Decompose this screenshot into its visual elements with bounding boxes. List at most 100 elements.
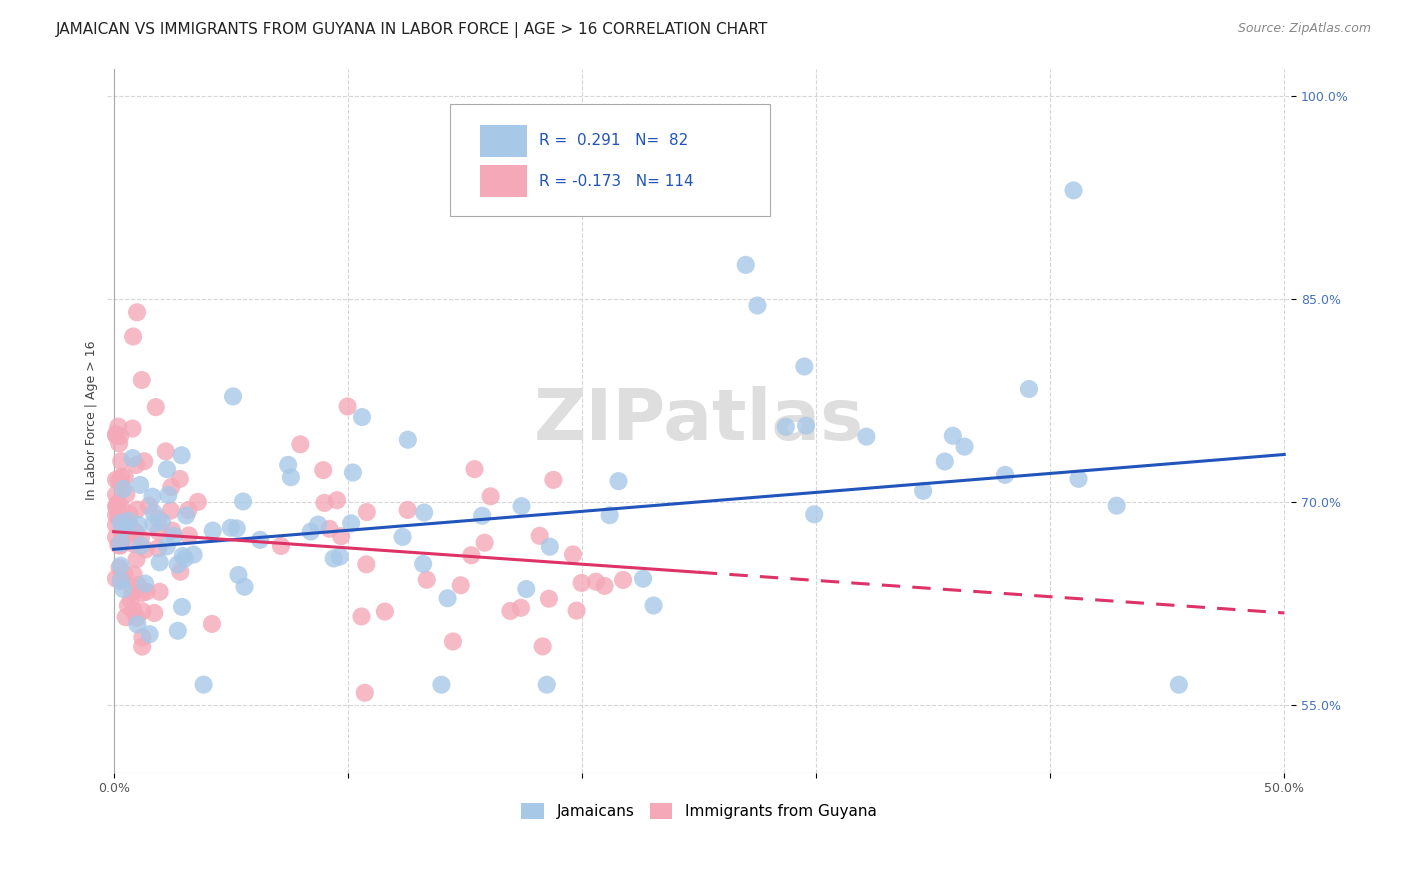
Point	[107, 496, 129, 510]
Point	[330, 529, 353, 543]
Text: R =  0.291   N=  82: R = 0.291 N= 82	[538, 133, 689, 148]
Point	[160, 480, 183, 494]
Point	[120, 593, 142, 607]
Point	[149, 584, 172, 599]
Point	[160, 524, 183, 538]
Point	[474, 535, 496, 549]
Point	[110, 558, 132, 573]
Point	[450, 578, 472, 592]
Point	[160, 503, 183, 517]
Point	[412, 557, 434, 571]
Point	[415, 573, 437, 587]
Point	[125, 611, 148, 625]
Point	[138, 627, 160, 641]
Point	[170, 599, 193, 614]
Point	[134, 454, 156, 468]
Point	[110, 516, 132, 530]
Point	[510, 499, 533, 513]
Point	[536, 678, 558, 692]
Point	[314, 496, 336, 510]
Point	[148, 524, 170, 539]
Point	[110, 539, 132, 553]
Point	[131, 586, 153, 600]
Point	[155, 444, 177, 458]
Point	[107, 473, 129, 487]
Point	[157, 488, 180, 502]
Point	[128, 517, 150, 532]
Point	[803, 508, 825, 522]
Point	[436, 591, 458, 606]
Point	[172, 549, 194, 563]
Point	[775, 420, 797, 434]
Point	[122, 329, 145, 343]
Point	[124, 525, 146, 540]
Point	[105, 500, 128, 514]
Point	[1018, 382, 1040, 396]
Point	[169, 472, 191, 486]
Point	[356, 558, 378, 572]
Point	[131, 373, 153, 387]
Point	[479, 489, 502, 503]
Point	[312, 463, 335, 477]
Point	[127, 617, 149, 632]
Point	[329, 549, 352, 564]
Point	[942, 429, 965, 443]
Point	[107, 538, 129, 552]
Point	[225, 521, 247, 535]
FancyBboxPatch shape	[479, 125, 527, 157]
Point	[107, 510, 129, 524]
Point	[112, 521, 135, 535]
Point	[121, 451, 143, 466]
Point	[193, 678, 215, 692]
Point	[793, 359, 815, 374]
Point	[105, 497, 128, 511]
Point	[374, 605, 396, 619]
Point	[183, 548, 205, 562]
Point	[135, 584, 157, 599]
FancyBboxPatch shape	[479, 165, 527, 197]
Point	[201, 524, 224, 538]
Point	[131, 640, 153, 654]
Point	[111, 512, 134, 526]
Point	[112, 566, 135, 581]
Point	[125, 552, 148, 566]
Point	[322, 551, 344, 566]
Point	[430, 678, 453, 692]
Point	[114, 529, 136, 543]
Point	[912, 483, 935, 498]
Point	[110, 429, 132, 443]
Point	[222, 389, 245, 403]
Point	[118, 517, 141, 532]
Point	[299, 524, 322, 539]
Point	[460, 549, 482, 563]
Point	[277, 458, 299, 472]
Point	[441, 634, 464, 648]
Point	[127, 502, 149, 516]
Point	[562, 548, 585, 562]
Point	[471, 508, 494, 523]
Point	[631, 572, 654, 586]
Point	[270, 539, 292, 553]
Point	[170, 448, 193, 462]
Point	[105, 508, 128, 522]
Point	[148, 512, 170, 526]
Point	[350, 410, 373, 425]
Point	[145, 400, 167, 414]
Point	[612, 573, 634, 587]
Point	[110, 476, 132, 491]
Point	[117, 514, 139, 528]
Text: R = -0.173   N= 114: R = -0.173 N= 114	[538, 174, 693, 189]
Point	[117, 599, 139, 613]
Point	[1105, 499, 1128, 513]
Point	[169, 565, 191, 579]
Point	[121, 779, 143, 793]
Point	[201, 616, 224, 631]
Point	[413, 506, 436, 520]
Point	[110, 511, 132, 525]
Point	[177, 528, 200, 542]
Point	[396, 433, 419, 447]
Point	[174, 551, 197, 566]
Point	[110, 454, 132, 468]
Point	[747, 299, 769, 313]
Text: ZIPatlas: ZIPatlas	[534, 386, 865, 455]
